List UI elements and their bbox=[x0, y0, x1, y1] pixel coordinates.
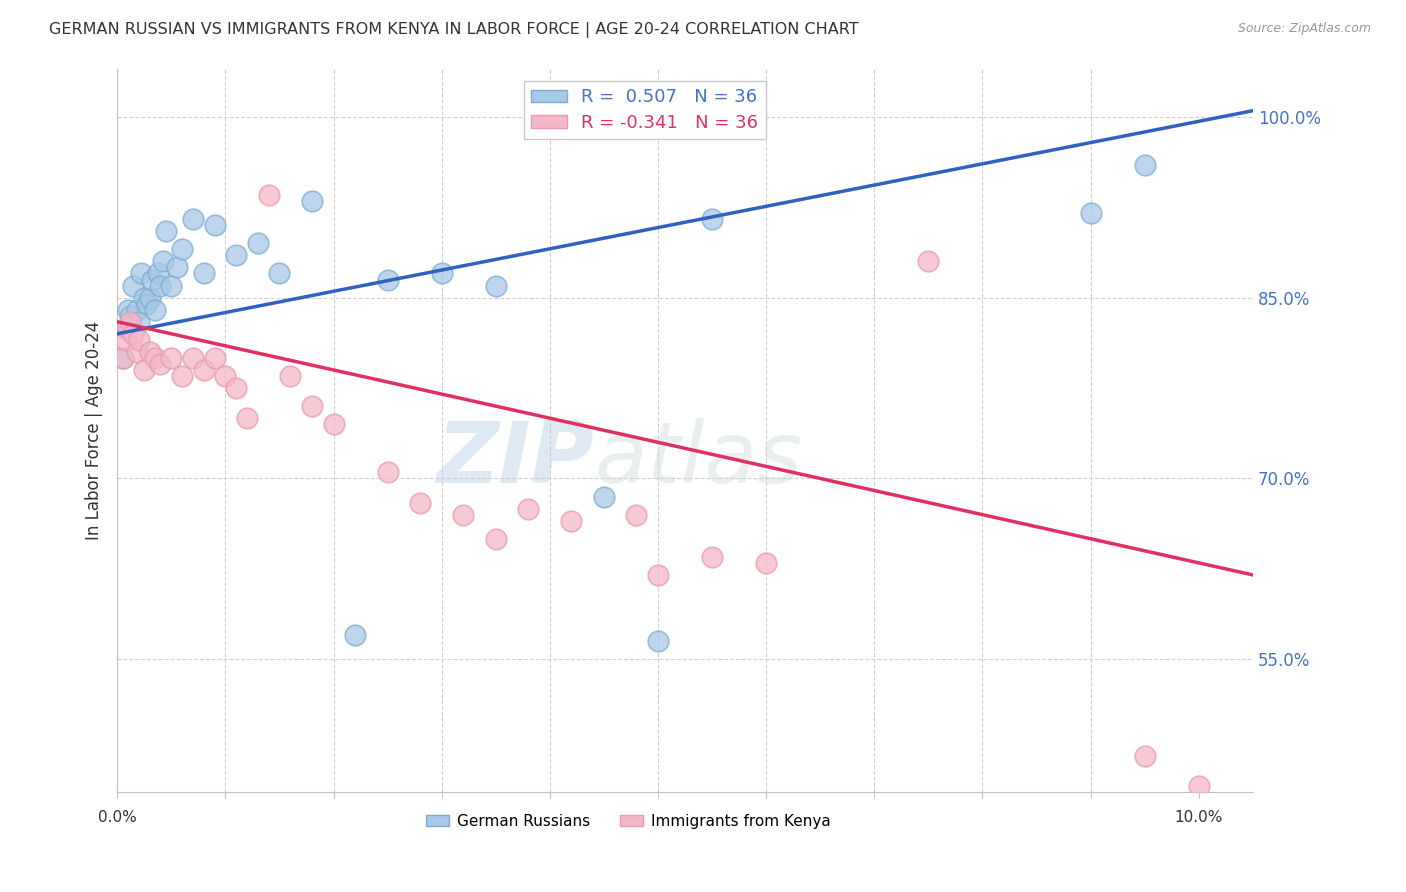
Point bbox=[117, 320, 139, 334]
Point bbox=[193, 363, 215, 377]
Point bbox=[278, 369, 301, 384]
Point bbox=[128, 315, 150, 329]
Point bbox=[160, 278, 183, 293]
Y-axis label: In Labor Force | Age 20-24: In Labor Force | Age 20-24 bbox=[86, 320, 103, 540]
Point bbox=[129, 267, 152, 281]
Point bbox=[172, 369, 194, 384]
Point bbox=[204, 219, 226, 233]
Point bbox=[181, 212, 204, 227]
Point bbox=[134, 291, 156, 305]
Point bbox=[647, 568, 669, 582]
Point bbox=[138, 291, 160, 305]
Point bbox=[111, 351, 134, 365]
Point bbox=[122, 326, 145, 341]
Point bbox=[136, 296, 159, 310]
Text: GERMAN RUSSIAN VS IMMIGRANTS FROM KENYA IN LABOR FORCE | AGE 20-24 CORRELATION C: GERMAN RUSSIAN VS IMMIGRANTS FROM KENYA … bbox=[49, 22, 859, 38]
Point bbox=[122, 278, 145, 293]
Point bbox=[755, 556, 778, 570]
Point bbox=[626, 508, 648, 522]
Point bbox=[377, 466, 399, 480]
Point bbox=[181, 351, 204, 365]
Point bbox=[700, 549, 723, 564]
Point bbox=[125, 344, 148, 359]
Point bbox=[485, 532, 508, 546]
Text: 0.0%: 0.0% bbox=[98, 810, 136, 825]
Point bbox=[214, 369, 236, 384]
Point bbox=[134, 363, 156, 377]
Point bbox=[246, 236, 269, 251]
Point bbox=[138, 344, 160, 359]
Point bbox=[917, 254, 939, 268]
Point bbox=[120, 309, 142, 323]
Point bbox=[236, 411, 259, 425]
Point bbox=[204, 351, 226, 365]
Point bbox=[172, 243, 194, 257]
Point bbox=[225, 381, 247, 395]
Point bbox=[128, 333, 150, 347]
Point bbox=[225, 248, 247, 262]
Point bbox=[115, 320, 138, 334]
Point bbox=[301, 399, 323, 413]
Point bbox=[143, 351, 166, 365]
Point bbox=[257, 188, 280, 202]
Point bbox=[700, 212, 723, 227]
Point bbox=[1080, 206, 1102, 220]
Point bbox=[647, 634, 669, 648]
Point bbox=[155, 224, 177, 238]
Point bbox=[148, 267, 170, 281]
Point bbox=[149, 278, 172, 293]
Point bbox=[453, 508, 475, 522]
Point bbox=[117, 302, 139, 317]
Point bbox=[377, 272, 399, 286]
Point bbox=[593, 490, 616, 504]
Point bbox=[160, 351, 183, 365]
Text: atlas: atlas bbox=[595, 417, 803, 500]
Point bbox=[1188, 779, 1211, 793]
Point bbox=[269, 267, 291, 281]
Point bbox=[111, 351, 134, 365]
Text: ZIP: ZIP bbox=[436, 417, 595, 500]
Text: 10.0%: 10.0% bbox=[1174, 810, 1223, 825]
Point bbox=[149, 357, 172, 371]
Point bbox=[301, 194, 323, 209]
Legend: German Russians, Immigrants from Kenya: German Russians, Immigrants from Kenya bbox=[420, 808, 837, 835]
Point bbox=[152, 254, 174, 268]
Point bbox=[141, 272, 163, 286]
Point bbox=[166, 260, 188, 275]
Text: Source: ZipAtlas.com: Source: ZipAtlas.com bbox=[1237, 22, 1371, 36]
Point bbox=[1133, 158, 1156, 172]
Point bbox=[430, 267, 453, 281]
Point bbox=[1133, 748, 1156, 763]
Point bbox=[409, 495, 432, 509]
Point bbox=[560, 514, 582, 528]
Point bbox=[517, 501, 540, 516]
Point bbox=[143, 302, 166, 317]
Point bbox=[485, 278, 508, 293]
Point bbox=[115, 333, 138, 347]
Point bbox=[322, 417, 344, 432]
Point bbox=[193, 267, 215, 281]
Point bbox=[125, 302, 148, 317]
Point bbox=[344, 628, 367, 642]
Point bbox=[120, 315, 142, 329]
